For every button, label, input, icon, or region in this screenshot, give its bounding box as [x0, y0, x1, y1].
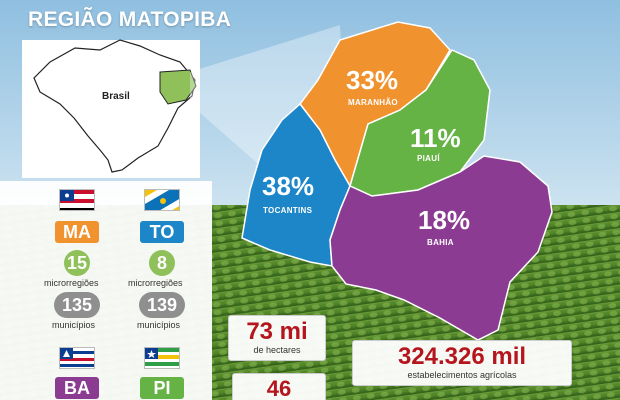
- area-value: 73 mi: [246, 318, 308, 345]
- piaui-percent: 11%: [410, 123, 461, 153]
- piaui-name: PIAUÍ: [417, 154, 440, 163]
- tocantins-flag-icon: [144, 189, 180, 211]
- establishments-stat-box: 324.326 mil estabelecimentos agrícolas: [352, 340, 572, 386]
- to-microregions-label: microrregiões: [128, 278, 183, 288]
- area-stat-box: 73 mi de hectares: [228, 315, 326, 361]
- legend-panel: MA 15 microrregiões 135 municípios TO 8 …: [0, 181, 212, 400]
- establishments-label: estabelecimentos agrícolas: [407, 370, 517, 380]
- ba-badge: BA: [55, 377, 99, 399]
- state-bahia[interactable]: [329, 155, 553, 341]
- bahia-percent: 18%: [418, 205, 471, 235]
- state-tocantins[interactable]: [241, 102, 351, 267]
- ma-municipalities-count: 135: [54, 292, 100, 318]
- partial-stat-value: 46: [266, 376, 292, 400]
- bahia-flag-icon: [59, 347, 95, 369]
- to-municipalities-label: municípios: [137, 320, 181, 330]
- maranhao-percent: 33%: [346, 65, 399, 95]
- piaui-flag-icon: [144, 347, 180, 369]
- maranhao-name: MARANHÃO: [348, 98, 398, 107]
- partial-stat-box: 46: [232, 373, 326, 400]
- matopiba-highlight: [159, 69, 197, 105]
- to-municipalities-count: 139: [139, 292, 185, 318]
- to-microregions-count: 8: [149, 250, 175, 276]
- ma-badge: MA: [55, 221, 99, 243]
- establishments-value: 324.326 mil: [397, 343, 527, 370]
- maranhao-flag-icon: [59, 189, 95, 211]
- page-title: REGIÃO MATOPIBA: [28, 8, 232, 31]
- inset-country-label: Brasil: [102, 91, 130, 102]
- bahia-name: BAHIA: [427, 238, 454, 247]
- ma-municipalities-label: municípios: [52, 320, 96, 330]
- pi-badge: PI: [140, 377, 184, 399]
- brazil-outline: [33, 39, 196, 173]
- tocantins-percent: 38%: [262, 171, 315, 201]
- ma-microregions-label: microrregiões: [44, 278, 99, 288]
- tocantins-name: TOCANTINS: [263, 206, 313, 215]
- area-label: de hectares: [253, 345, 301, 355]
- ma-microregions-count: 15: [64, 250, 90, 276]
- to-badge: TO: [140, 221, 184, 243]
